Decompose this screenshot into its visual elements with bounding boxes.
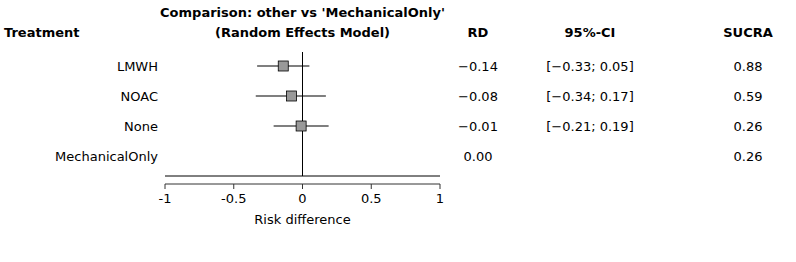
x-tick-label: 0 [298, 191, 306, 206]
treatment-label: NOAC [121, 89, 158, 104]
column-header: Treatment [4, 25, 80, 40]
effect-box [287, 91, 297, 101]
sucra-label: 0.88 [734, 59, 763, 74]
rd-label: −0.08 [458, 89, 498, 104]
sucra-label: 0.59 [734, 89, 763, 104]
column-header: RD [468, 25, 489, 40]
rd-label: 0.00 [464, 149, 493, 164]
title: Comparison: other vs 'MechanicalOnly' [160, 5, 445, 20]
effect-box [296, 121, 306, 131]
x-tick-label: -0.5 [221, 191, 246, 206]
treatment-label: LMWH [117, 59, 158, 74]
x-tick [233, 184, 234, 189]
rd-label: −0.01 [458, 119, 498, 134]
rd-label: −0.14 [458, 59, 498, 74]
x-tick [440, 184, 441, 189]
plot-area [256, 52, 329, 176]
x-tick [371, 184, 372, 189]
column-header: SUCRA [723, 25, 773, 40]
ci-label: [−0.21; 0.19] [546, 119, 633, 134]
sucra-label: 0.26 [734, 119, 763, 134]
x-axis-label: Risk difference [254, 212, 350, 227]
ci-label: [−0.34; 0.17] [546, 89, 633, 104]
column-header: 95%-CI [565, 25, 616, 40]
x-tick [302, 184, 303, 189]
treatment-label: None [124, 119, 158, 134]
x-tick-label: 0.5 [361, 191, 382, 206]
x-tick-label: 1 [436, 191, 444, 206]
reference-line [302, 52, 303, 176]
sucra-label: 0.26 [734, 149, 763, 164]
effect-box [278, 61, 288, 71]
ci-label: [−0.33; 0.05] [546, 59, 633, 74]
separator [165, 176, 440, 177]
subtitle: (Random Effects Model) [215, 25, 390, 40]
x-tick-label: -1 [159, 191, 172, 206]
treatment-label: MechanicalOnly [55, 149, 158, 164]
x-tick [165, 184, 166, 189]
